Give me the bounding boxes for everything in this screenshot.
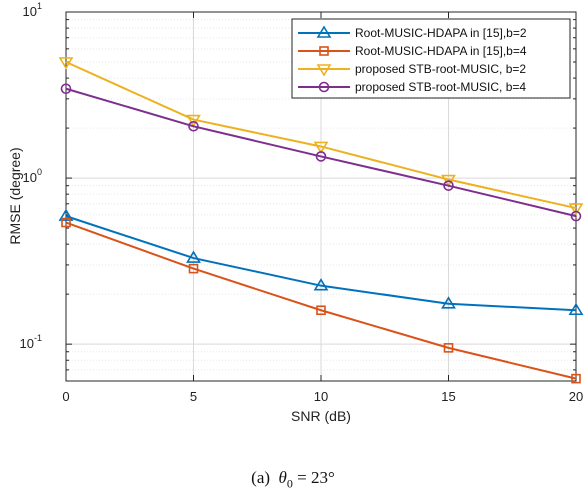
y-tick-labels: 10-1 100 101 xyxy=(20,1,42,351)
figure-caption: (a) θ0 = 23° xyxy=(0,468,586,491)
legend: Root-MUSIC-HDAPA in [15],b=2 Root-MUSIC-H… xyxy=(291,18,571,99)
data-point xyxy=(441,296,456,309)
y-tick-label: 101 xyxy=(23,1,42,19)
legend-item-4: proposed STB-root-MUSIC, b=4 xyxy=(298,80,526,94)
caption-value: 23° xyxy=(311,468,335,487)
data-point xyxy=(443,180,454,191)
series-3 xyxy=(58,57,584,216)
data-point xyxy=(313,278,329,291)
data-point xyxy=(441,174,456,188)
legend-marker xyxy=(316,64,332,77)
legend-label: Root-MUSIC-HDAPA in [15],b=4 xyxy=(355,44,527,58)
chart: 0 5 10 15 20 10-1 100 101 SNR (dB) RMSE (degre… xyxy=(7,1,584,424)
x-tick-label: 0 xyxy=(62,389,69,404)
legend-label: Root-MUSIC-HDAPA in [15],b=2 xyxy=(355,26,527,40)
legend-label: proposed STB-root-MUSIC, b=4 xyxy=(355,80,526,94)
data-point xyxy=(313,141,329,155)
data-point xyxy=(315,151,327,162)
series-line xyxy=(65,61,577,210)
y-axis-label: RMSE (degree) xyxy=(7,147,23,244)
data-point xyxy=(568,203,584,216)
data-point xyxy=(570,210,582,222)
data-point xyxy=(58,57,74,70)
data-point xyxy=(188,263,199,274)
y-tick-label: 10-1 xyxy=(20,333,42,351)
data-point xyxy=(186,114,201,128)
series-layer xyxy=(58,57,584,384)
legend-label: proposed STB-root-MUSIC, b=2 xyxy=(355,62,526,76)
data-point xyxy=(186,250,201,263)
legend-marker xyxy=(319,46,329,56)
data-point xyxy=(61,217,71,228)
caption-label: (a) xyxy=(251,468,271,487)
y-tick-label: 100 xyxy=(23,167,42,185)
data-point xyxy=(568,302,584,316)
caption-subscript: 0 xyxy=(286,476,293,491)
series-line xyxy=(65,221,577,380)
legend-item-2: Root-MUSIC-HDAPA in [15],b=4 xyxy=(298,44,527,58)
data-point xyxy=(58,208,74,221)
x-axis-label: SNR (dB) xyxy=(291,408,351,424)
data-point xyxy=(60,83,72,95)
legend-item-1: Root-MUSIC-HDAPA in [15],b=2 xyxy=(298,25,527,40)
caption-equals: = xyxy=(297,468,307,487)
caption-symbol: θ xyxy=(278,468,287,487)
series-line xyxy=(65,215,577,312)
series-line xyxy=(65,87,577,218)
x-tick-label: 5 xyxy=(190,389,197,404)
legend-item-3: proposed STB-root-MUSIC, b=2 xyxy=(298,62,526,77)
x-tick-labels: 0 5 10 15 20 xyxy=(62,389,583,404)
data-point xyxy=(316,305,326,316)
series-2 xyxy=(61,217,581,384)
data-point xyxy=(443,343,454,353)
legend-marker xyxy=(318,81,330,93)
data-point xyxy=(188,121,199,132)
series-4 xyxy=(60,83,582,222)
legend-marker xyxy=(316,25,332,38)
data-point xyxy=(571,373,581,384)
x-tick-label: 20 xyxy=(569,389,583,404)
x-tick-label: 10 xyxy=(314,389,328,404)
x-tick-label: 15 xyxy=(441,389,455,404)
series-1 xyxy=(58,208,584,316)
